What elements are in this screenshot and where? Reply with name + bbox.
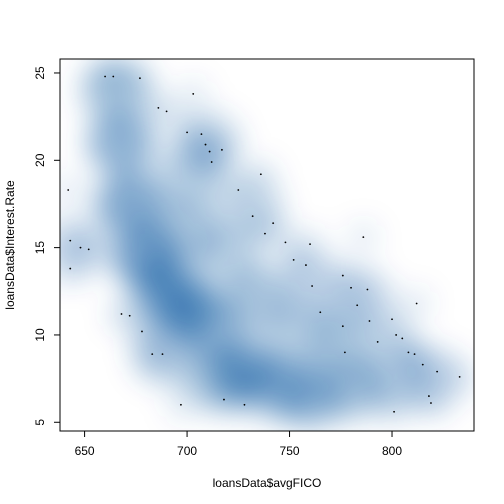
outlier-point: [208, 150, 211, 153]
outlier-point: [366, 288, 369, 291]
outlier-point: [309, 243, 311, 246]
outlier-point: [104, 75, 106, 78]
outlier-point: [341, 325, 344, 328]
x-tick-label: 700: [177, 444, 197, 458]
outlier-point: [343, 351, 346, 354]
outlier-point: [223, 398, 225, 401]
x-tick-label: 650: [75, 444, 95, 458]
outlier-point: [341, 274, 344, 277]
density-blob: [95, 171, 164, 236]
outlier-point: [421, 363, 424, 366]
x-axis: 650 700 750 800: [75, 431, 402, 458]
outlier-point: [204, 143, 207, 146]
outlier-halo: [60, 254, 85, 283]
outlier-point: [305, 264, 307, 266]
plot-frame: [59, 58, 475, 432]
y-axis: 5 10 15 20 25: [33, 66, 60, 426]
outlier-point: [128, 314, 131, 317]
outlier-point: [69, 267, 72, 270]
outlier-point: [79, 246, 82, 249]
outlier-point: [259, 173, 262, 176]
outlier-point: [139, 77, 141, 80]
outlier-points-layer: [67, 75, 461, 413]
outlier-point: [243, 403, 246, 406]
outlier-point: [251, 215, 254, 218]
outlier-point: [186, 131, 188, 134]
outlier-point: [415, 302, 418, 305]
outlier-point: [413, 353, 416, 356]
outlier-point: [264, 232, 266, 235]
x-tick-label: 750: [280, 444, 300, 458]
outlier-point: [272, 222, 275, 225]
outlier-point: [368, 320, 371, 322]
y-tick-label: 5: [33, 419, 47, 426]
outlier-point: [458, 375, 461, 378]
outlier-point: [120, 313, 123, 315]
outlier-point: [376, 341, 379, 343]
outlier-point: [67, 189, 70, 191]
outlier-point: [319, 311, 322, 314]
outlier-point: [428, 395, 430, 397]
outlier-point: [112, 75, 115, 78]
density-blob: [87, 110, 156, 175]
outlier-point: [200, 133, 203, 135]
y-tick-label: 25: [33, 66, 47, 80]
outlier-point: [356, 304, 359, 307]
outlier-point: [237, 189, 240, 191]
outlier-point: [151, 353, 154, 356]
outlier-point: [221, 148, 223, 151]
x-axis-title: loansData$avgFICO: [213, 476, 322, 490]
y-tick-label: 20: [33, 153, 47, 167]
y-axis-title: loansData$Interest.Rate: [3, 180, 17, 310]
outlier-point: [401, 337, 404, 340]
outlier-point: [69, 239, 72, 242]
outlier-point: [436, 370, 439, 373]
outlier-point: [393, 410, 395, 413]
outlier-point: [350, 286, 352, 289]
outlier-point: [362, 236, 365, 239]
outlier-point: [407, 351, 410, 354]
y-tick-label: 15: [33, 241, 47, 255]
x-tick-label: 800: [382, 444, 402, 458]
outlier-point: [141, 330, 143, 333]
outlier-point: [210, 161, 213, 163]
outlier-point: [284, 241, 287, 244]
outlier-point: [161, 353, 164, 356]
outlier-point: [192, 93, 195, 95]
outlier-point: [430, 402, 432, 404]
outlier-point: [292, 258, 295, 261]
outlier-point: [87, 248, 90, 251]
outlier-point: [180, 403, 182, 406]
outlier-point: [157, 107, 160, 109]
outlier-point: [395, 334, 398, 336]
outlier-point: [165, 110, 168, 113]
outlier-point: [391, 318, 393, 321]
y-tick-label: 10: [33, 328, 47, 342]
outlier-point: [311, 285, 313, 287]
outlier-halo: [60, 175, 83, 204]
